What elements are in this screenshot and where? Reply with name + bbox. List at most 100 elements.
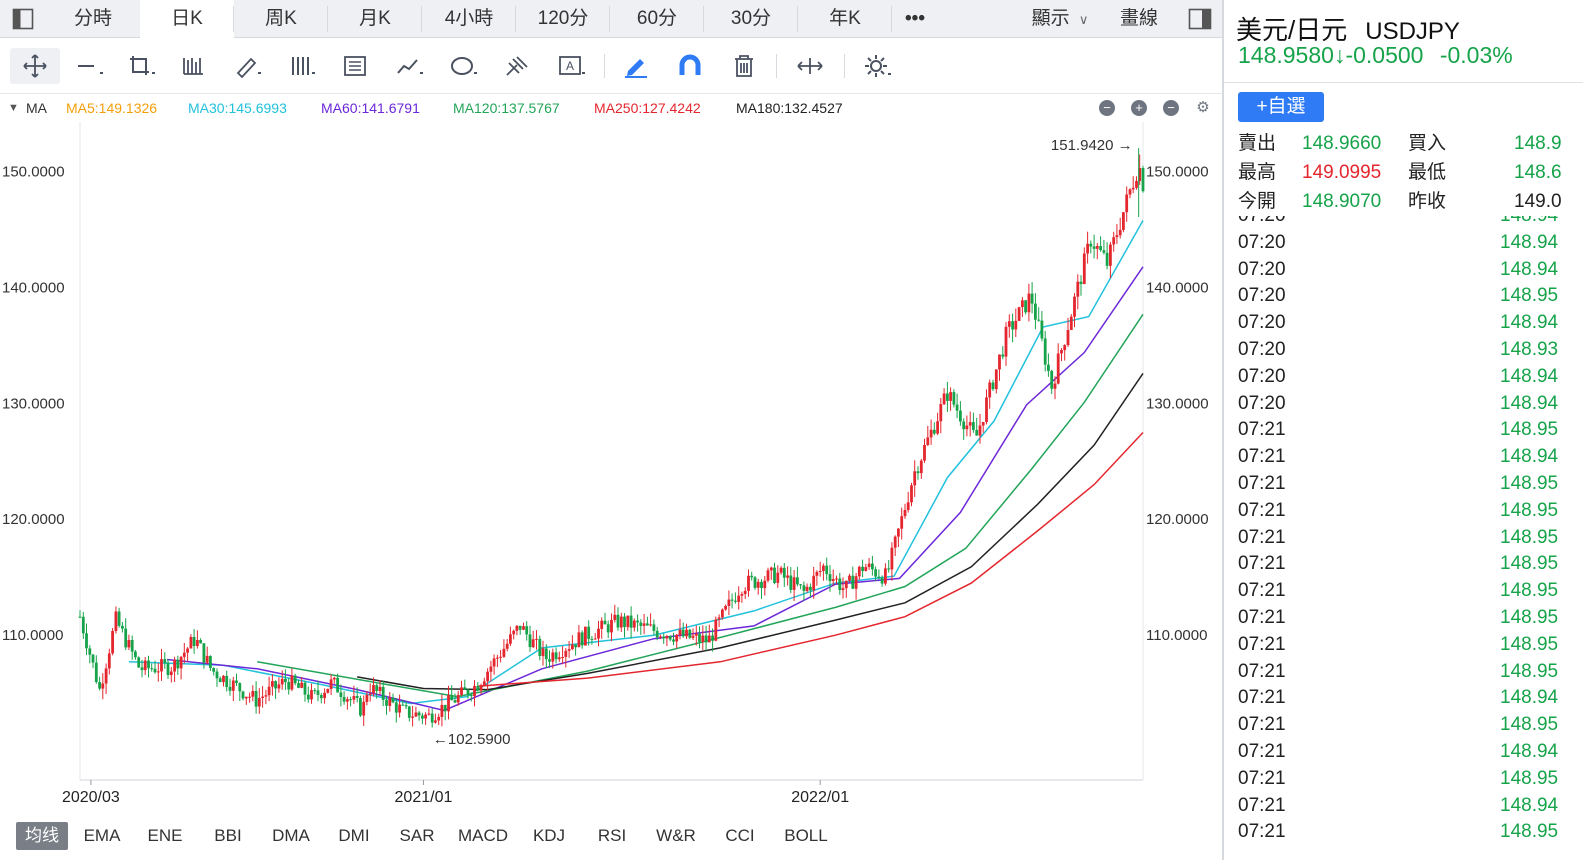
candle-body [329,679,333,689]
fib-tool[interactable] [176,48,212,84]
tab-60-min[interactable]: 60分 [636,8,678,29]
delete-drawings-button[interactable] [726,48,762,84]
tab-more[interactable]: ••• [905,8,925,29]
tab-30-min[interactable]: 30分 [730,8,772,29]
price-chart[interactable]: 150.0000 150.0000 140.0000 140.0000 130.0000… [0,122,1222,818]
indicator-kdj[interactable]: KDJ [532,826,566,845]
side-panel-icon [1188,8,1212,30]
collapse-chevron-icon[interactable]: ▼ [8,102,19,114]
indicator-cci[interactable]: CCI [725,826,755,845]
ellipse-tool[interactable] [446,48,482,84]
candle-body [603,620,607,625]
magnet-tool[interactable] [672,48,708,84]
candle-body [349,699,352,701]
candle-body [796,577,799,585]
period-tabbar: 分時 日K 周K 月K 4小時 120分 60分 30分 年K ••• 顯示 ∨… [0,0,1222,38]
candle-body [469,695,473,697]
candle-body [968,422,972,426]
indicator-wr[interactable]: W&R [656,826,696,845]
candle-body [107,653,111,669]
ma250-value: MA250:127.4242 [594,100,701,116]
polyline-tool[interactable] [392,48,428,84]
tab-4-hour[interactable]: 4小時 [444,8,494,29]
gear-icon[interactable]: ⚙ [1195,99,1211,116]
tab-yearly-k[interactable]: 年K [829,8,861,29]
panel-toggle-button[interactable] [0,0,46,38]
add-watchlist-button[interactable]: +自選 [1238,92,1324,122]
indicator-boll[interactable]: BOLL [784,826,828,845]
text-note-tool[interactable] [338,48,374,84]
chart-settings-button[interactable] [860,48,896,84]
candle-body [688,629,692,638]
indicator-ema[interactable]: EMA [83,826,121,845]
crop-rect-icon [130,56,155,75]
display-dropdown[interactable]: 顯示 ∨ [1018,0,1102,38]
tick-price: 148.95 [1500,553,1559,575]
candle-body [443,704,447,712]
price-change: -0.0500 [1345,42,1424,68]
tick-price: 148.95 [1500,473,1559,494]
indicator-macd[interactable]: MACD [457,826,509,845]
indicator-ma[interactable]: 均线 [16,822,68,850]
candle-body [401,704,405,706]
tick-price: 148.94 [1500,741,1559,762]
tab-divider [327,6,328,32]
candle-body [267,686,271,696]
high-value: 149.0995 [1302,162,1382,183]
candle-body [685,629,688,637]
draw-line-button[interactable]: 畫線 [1119,8,1158,29]
indicator-dma[interactable]: DMA [272,826,310,845]
side-panel-toggle-button[interactable] [1178,0,1222,38]
plus-circle-icon[interactable]: + [1131,100,1147,116]
rectangle-tool[interactable] [124,48,160,84]
minus-circle-icon[interactable]: − [1099,100,1115,116]
candle-body [300,682,304,688]
divider [1224,82,1583,83]
tab-weekly-k[interactable]: 周K [265,8,297,29]
indicator-tabbar: 均线 EMA ENE BBI DMA DMI SAR MACD KDJ RSI … [0,818,1222,852]
instrument-name: 美元/日元 [1236,15,1348,45]
candle-body [831,579,835,581]
indicator-rsi[interactable]: RSI [597,826,627,845]
candle-body [900,516,904,529]
pen-tool[interactable] [618,48,654,84]
tick-row: 07:21 148.94 [1238,792,1578,819]
candle-body [323,692,326,699]
tick-row: 07:21 148.95 [1238,765,1578,792]
indicator-bbi[interactable]: BBI [214,826,242,845]
candle-body [707,635,711,643]
tick-price: 148.95 [1500,821,1559,843]
ma120-line [257,313,1144,698]
tab-timeshare[interactable]: 分時 [73,8,112,29]
text-tool[interactable]: A [554,48,590,84]
candle-body [623,616,626,628]
candle-body [339,692,343,697]
indicator-ene[interactable]: ENE [147,826,183,845]
tick-list[interactable]: 07:20 148.94 07:20 148.94 07:20 148.94 07:20 14… [1224,216,1583,860]
crosshair-tool[interactable] [10,48,60,84]
horizontal-line-tool[interactable] [72,48,108,84]
candle-body [1076,281,1080,297]
candle-body [799,584,802,586]
display-label: 顯示 [1031,8,1070,29]
minus-circle-icon[interactable]: − [1163,100,1179,116]
fit-width-button[interactable] [792,48,828,84]
tick-row: 07:21 148.94 [1238,738,1578,765]
channel-tool[interactable] [284,48,320,84]
candle-body [205,655,209,663]
tick-price: 148.94 [1500,312,1559,334]
x-tick-label: 2020/03 [62,789,120,806]
indicator-dmi[interactable]: DMI [338,826,370,845]
tick-row: 07:21 148.95 [1238,524,1578,551]
tab-120-min[interactable]: 120分 [537,8,589,29]
candle-body [518,625,522,630]
pitchfork-tool[interactable] [500,48,536,84]
indicator-sar[interactable]: SAR [399,826,435,845]
tab-monthly-k[interactable]: 月K [359,8,391,29]
tab-divider [515,6,516,32]
trash-icon [735,55,753,77]
ruler-tool[interactable] [230,48,266,84]
tick-price: 148.94 [1500,365,1559,387]
candle-body [782,567,786,578]
tab-daily-k[interactable]: 日K [140,0,234,38]
